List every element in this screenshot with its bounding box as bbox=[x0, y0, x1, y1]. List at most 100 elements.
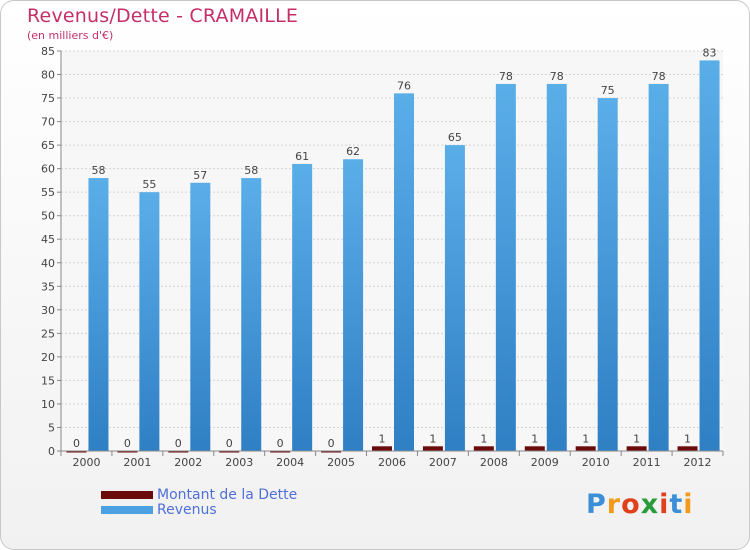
debt-data-label: 1 bbox=[684, 432, 691, 445]
logo-letter: r bbox=[606, 489, 622, 520]
legend-label-dette: Montant de la Dette bbox=[157, 486, 298, 503]
debt-data-label: 1 bbox=[582, 432, 589, 445]
y-tick-label: 10 bbox=[41, 398, 55, 411]
debt-data-label: 0 bbox=[124, 437, 131, 450]
x-tick-label: 2006 bbox=[378, 456, 406, 469]
revenus-data-label: 58 bbox=[91, 164, 105, 177]
x-tick-label: 2007 bbox=[429, 456, 457, 469]
x-tick-label: 2011 bbox=[633, 456, 661, 469]
revenus-bar bbox=[343, 159, 364, 451]
revenus-data-label: 58 bbox=[244, 164, 258, 177]
x-tick-label: 2001 bbox=[123, 456, 151, 469]
x-tick-label: 2009 bbox=[531, 456, 559, 469]
debt-bar bbox=[66, 451, 87, 453]
revenus-bar bbox=[394, 93, 414, 452]
y-tick-label: 20 bbox=[41, 351, 55, 364]
y-tick-label: 15 bbox=[41, 374, 55, 387]
y-tick-label: 5 bbox=[48, 421, 55, 434]
y-tick-label: 60 bbox=[41, 163, 55, 176]
debt-bar bbox=[422, 446, 443, 451]
debt-bar bbox=[168, 451, 189, 453]
debt-data-label: 1 bbox=[531, 432, 538, 445]
x-tick-label: 2005 bbox=[327, 456, 355, 469]
revenus-data-label: 83 bbox=[703, 46, 717, 59]
revenus-data-label: 55 bbox=[142, 178, 156, 191]
debt-data-label: 0 bbox=[277, 437, 284, 450]
debt-data-label: 1 bbox=[480, 432, 487, 445]
revenus-bar bbox=[597, 98, 618, 451]
revenus-bar bbox=[241, 178, 262, 451]
revenus-data-label: 62 bbox=[346, 145, 360, 158]
debt-data-label: 1 bbox=[429, 432, 436, 445]
logo-letter: i bbox=[659, 489, 670, 520]
y-tick-label: 75 bbox=[41, 92, 55, 105]
chart-subtitle: (en milliers d'€) bbox=[27, 29, 114, 42]
logo-letter: x bbox=[640, 489, 660, 520]
revenus-bar bbox=[495, 83, 516, 452]
y-tick-label: 35 bbox=[41, 280, 55, 293]
x-tick-label: 2002 bbox=[174, 456, 202, 469]
y-tick-label: 55 bbox=[41, 186, 55, 199]
debt-data-label: 1 bbox=[633, 432, 640, 445]
chart-title: Revenus/Dette - CRAMAILLE bbox=[27, 5, 299, 27]
y-tick-label: 65 bbox=[41, 139, 55, 152]
debt-bar bbox=[575, 446, 596, 451]
y-tick-label: 25 bbox=[41, 327, 55, 340]
debt-bar bbox=[372, 446, 392, 451]
revenus-bar bbox=[699, 60, 720, 451]
debt-bar bbox=[321, 451, 342, 453]
legend-swatch-revenus bbox=[101, 505, 153, 514]
debt-data-label: 1 bbox=[379, 432, 386, 445]
proxiti-logo: Proxiti bbox=[586, 489, 694, 520]
revenus-bar bbox=[444, 145, 465, 451]
y-tick-label: 80 bbox=[41, 69, 55, 82]
debt-bar bbox=[524, 446, 545, 451]
revenus-data-label: 65 bbox=[448, 131, 462, 144]
revenus-data-label: 57 bbox=[193, 169, 207, 182]
revenus-data-label: 61 bbox=[295, 150, 309, 163]
x-tick-label: 2008 bbox=[480, 456, 508, 469]
revenus-data-label: 78 bbox=[550, 70, 564, 83]
y-tick-label: 70 bbox=[41, 116, 55, 129]
x-tick-label: 2003 bbox=[225, 456, 253, 469]
logo-letter: t bbox=[669, 489, 684, 520]
legend-label-revenus: Revenus bbox=[157, 501, 217, 518]
y-tick-label: 50 bbox=[41, 210, 55, 223]
logo-letter: P bbox=[586, 489, 607, 520]
x-tick-label: 2000 bbox=[72, 456, 100, 469]
legend-item-revenus: Revenus bbox=[101, 501, 297, 518]
revenus-bar bbox=[88, 178, 109, 451]
logo-letter: i bbox=[683, 489, 694, 520]
logo-letter: o bbox=[621, 489, 641, 520]
x-tick-label: 2004 bbox=[276, 456, 304, 469]
debt-bar bbox=[473, 446, 494, 451]
revenus-bar bbox=[190, 182, 211, 451]
legend-item-dette: Montant de la Dette bbox=[101, 486, 298, 503]
debt-data-label: 0 bbox=[226, 437, 233, 450]
revenus-data-label: 78 bbox=[499, 70, 513, 83]
revenus-data-label: 78 bbox=[652, 70, 666, 83]
debt-data-label: 0 bbox=[328, 437, 335, 450]
revenus-data-label: 75 bbox=[601, 84, 615, 97]
debt-data-label: 0 bbox=[175, 437, 182, 450]
revenus-bar bbox=[648, 83, 669, 452]
y-tick-label: 0 bbox=[48, 445, 55, 458]
revenus-bar bbox=[139, 192, 160, 452]
y-tick-label: 45 bbox=[41, 233, 55, 246]
legend-swatch-dette bbox=[101, 490, 153, 499]
revenus-bar bbox=[292, 163, 313, 452]
debt-bar bbox=[677, 446, 698, 451]
debt-bar bbox=[219, 451, 240, 453]
y-tick-label: 85 bbox=[41, 45, 55, 58]
y-tick-label: 30 bbox=[41, 304, 55, 317]
x-tick-label: 2012 bbox=[684, 456, 712, 469]
y-tick-label: 40 bbox=[41, 257, 55, 270]
revenus-bar bbox=[546, 83, 567, 452]
legend: Montant de la Dette Revenus bbox=[101, 486, 298, 518]
plot-area bbox=[61, 51, 723, 451]
debt-bar bbox=[270, 451, 291, 453]
debt-data-label: 0 bbox=[73, 437, 80, 450]
revenus-data-label: 76 bbox=[397, 79, 411, 92]
